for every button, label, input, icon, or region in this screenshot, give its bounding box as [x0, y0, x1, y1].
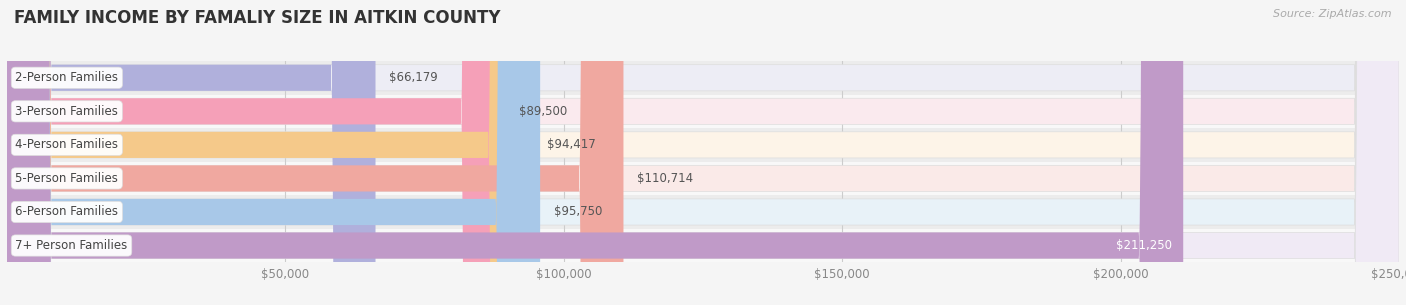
- FancyBboxPatch shape: [7, 0, 1399, 305]
- Text: $95,750: $95,750: [554, 206, 602, 218]
- Text: $211,250: $211,250: [1116, 239, 1173, 252]
- FancyBboxPatch shape: [7, 0, 1399, 305]
- FancyBboxPatch shape: [7, 0, 623, 305]
- Text: 6-Person Families: 6-Person Families: [15, 206, 118, 218]
- Text: 5-Person Families: 5-Person Families: [15, 172, 118, 185]
- Bar: [7, 61, 1399, 95]
- Bar: [7, 162, 1399, 195]
- FancyBboxPatch shape: [7, 0, 1399, 305]
- FancyBboxPatch shape: [7, 0, 375, 305]
- Text: $94,417: $94,417: [547, 138, 595, 151]
- Bar: [7, 128, 1399, 162]
- FancyBboxPatch shape: [7, 0, 1184, 305]
- FancyBboxPatch shape: [7, 0, 540, 305]
- FancyBboxPatch shape: [7, 0, 1399, 305]
- FancyBboxPatch shape: [7, 0, 533, 305]
- Text: Source: ZipAtlas.com: Source: ZipAtlas.com: [1274, 9, 1392, 19]
- FancyBboxPatch shape: [7, 0, 1399, 305]
- FancyBboxPatch shape: [7, 0, 505, 305]
- FancyBboxPatch shape: [7, 0, 1399, 305]
- Text: $89,500: $89,500: [519, 105, 568, 118]
- Text: 2-Person Families: 2-Person Families: [15, 71, 118, 84]
- Text: 7+ Person Families: 7+ Person Families: [15, 239, 128, 252]
- Text: $66,179: $66,179: [389, 71, 439, 84]
- Bar: [7, 195, 1399, 229]
- Bar: [7, 95, 1399, 128]
- Bar: [7, 229, 1399, 262]
- Text: $110,714: $110,714: [637, 172, 693, 185]
- Text: 4-Person Families: 4-Person Families: [15, 138, 118, 151]
- Text: 3-Person Families: 3-Person Families: [15, 105, 118, 118]
- Text: FAMILY INCOME BY FAMALIY SIZE IN AITKIN COUNTY: FAMILY INCOME BY FAMALIY SIZE IN AITKIN …: [14, 9, 501, 27]
